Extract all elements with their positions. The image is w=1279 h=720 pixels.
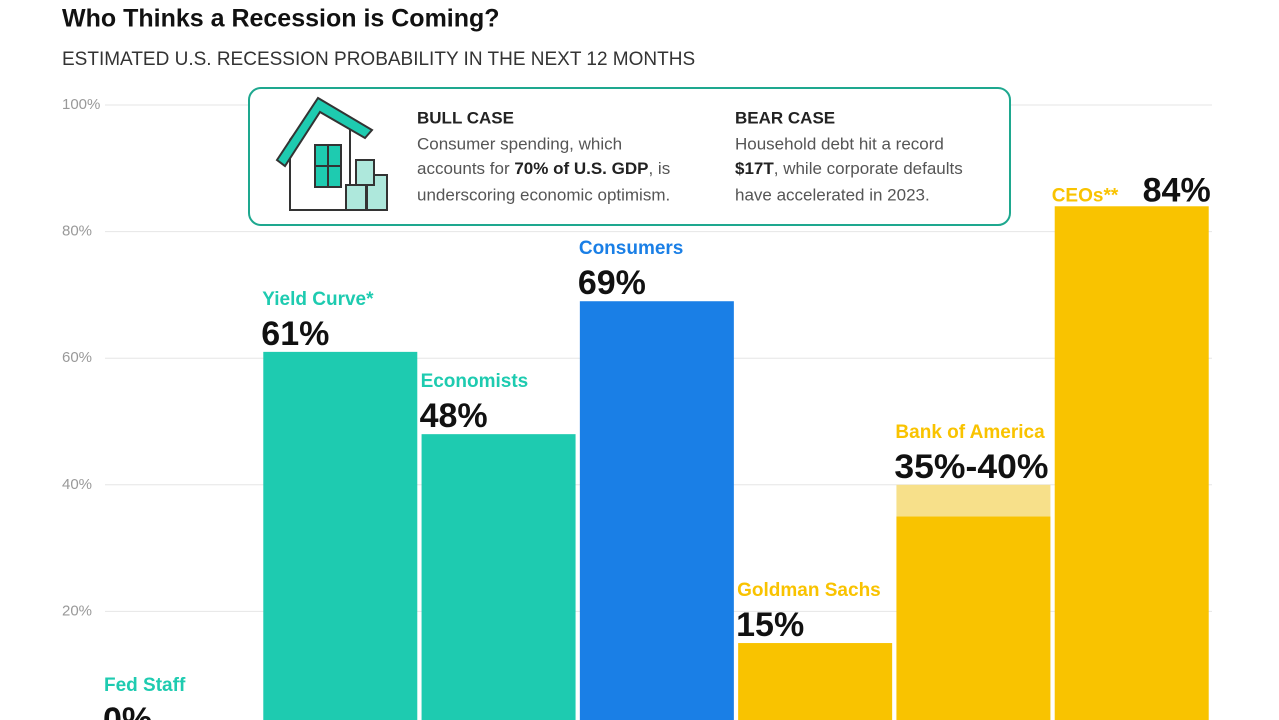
bull-text-bold: 70% of U.S. GDP (514, 159, 648, 178)
y-tick-label: 20% (62, 602, 92, 619)
category-label: Yield Curve* (262, 289, 374, 310)
bar (738, 643, 893, 720)
value-label: 48% (420, 397, 488, 435)
bars: Fed Staff 0% Yield Curve* 61% Economists 48% C… (103, 171, 1211, 720)
bear-text: have accelerated in 2023. (735, 185, 930, 204)
y-tick-label: 80% (62, 223, 92, 240)
value-label: 35%-40% (894, 448, 1048, 486)
range-bar (896, 484, 1051, 517)
category-label: Economists (421, 371, 529, 392)
bull-title: BULL CASE (417, 108, 514, 127)
value-label: 61% (261, 315, 329, 353)
bar (1054, 206, 1209, 720)
bull-text: Consumer spending, which (417, 134, 622, 153)
info-box-frame (248, 87, 1011, 226)
bear-text: $17T, while corporate defaults (735, 159, 963, 178)
bar (896, 516, 1051, 720)
chart-title: Who Thinks a Recession is Coming? (62, 5, 500, 33)
bear-text: , while corporate defaults (774, 159, 963, 178)
bear-text: Household debt hit a record (735, 134, 944, 153)
y-tick-label: 40% (62, 476, 92, 493)
y-tick-label: 60% (62, 349, 92, 366)
value-label: 15% (736, 606, 804, 644)
category-label: Bank of America (895, 422, 1045, 443)
category-label: CEOs** (1052, 185, 1119, 206)
category-label: Goldman Sachs (737, 580, 881, 601)
chart-subtitle: ESTIMATED U.S. RECESSION PROBABILITY IN … (62, 49, 695, 70)
bull-text: underscoring economic optimism. (417, 185, 670, 204)
y-tick-label: 100% (62, 96, 100, 113)
bar (263, 351, 418, 720)
value-label: 69% (578, 264, 646, 302)
bear-text-bold: $17T (735, 159, 774, 178)
value-label: 0% (103, 701, 152, 720)
bull-text: , is (648, 159, 670, 178)
bull-text: accounts for 70% of U.S. GDP, is (417, 159, 670, 178)
bar (579, 301, 734, 720)
bull-text: accounts for (417, 159, 514, 178)
info-box: BULL CASE Consumer spending, which accou… (248, 87, 1011, 226)
bar (421, 434, 576, 720)
category-label: Fed Staff (104, 675, 186, 696)
bear-title: BEAR CASE (735, 108, 835, 127)
house-icon (275, 96, 388, 211)
value-label: 84% (1143, 171, 1211, 209)
category-label: Consumers (579, 238, 684, 259)
